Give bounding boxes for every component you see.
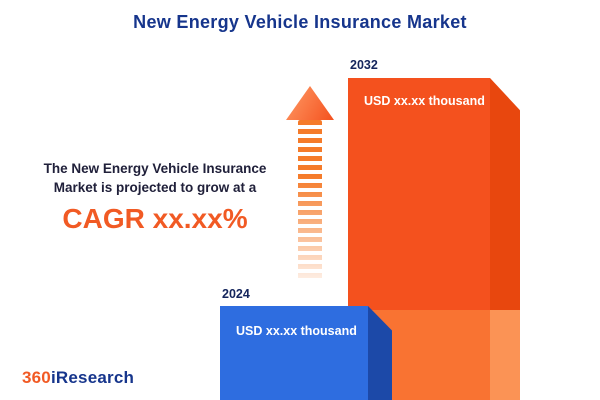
- bar-label-2032: 2032: [350, 58, 378, 72]
- bar-2024-value: USD xx.xx thousand: [236, 324, 357, 338]
- arrow-head-icon: [286, 86, 334, 120]
- description-line-1: The New Energy Vehicle Insurance: [43, 161, 267, 176]
- logo-360: 360: [22, 368, 51, 387]
- bar-label-2024: 2024: [222, 287, 250, 301]
- bar-2032-side-face: [490, 78, 520, 400]
- logo: 360iResearch: [22, 368, 134, 388]
- bar-2032-value: USD xx.xx thousand: [364, 94, 485, 108]
- description-line-2: Market is projected to grow at a: [53, 179, 257, 195]
- market-description: The New Energy Vehicle Insurance Market …: [20, 160, 290, 198]
- growth-arrow-icon: [286, 86, 334, 282]
- arrow-shaft-stripes: [298, 120, 322, 280]
- page-title: New Energy Vehicle Insurance Market: [133, 12, 467, 32]
- cagr-value: CAGR xx.xx%: [62, 203, 248, 234]
- logo-i: i: [50, 368, 56, 387]
- logo-research: Research: [55, 368, 135, 387]
- bar-2024: USD xx.xx thousand: [220, 306, 368, 400]
